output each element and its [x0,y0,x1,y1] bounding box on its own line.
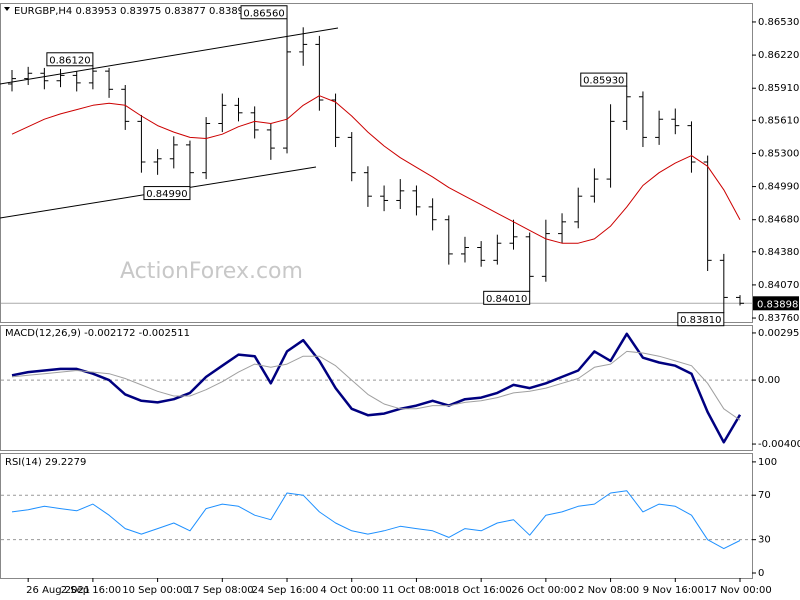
annotation-label: 0.83810 [680,315,721,326]
y-tick-label: 0.86530 [758,17,799,28]
series-line [11,332,742,444]
y-tick-label: 0.84380 [758,247,799,258]
annotation-label: 0.84990 [146,189,187,200]
x-tick-label: 10 Sep 00:00 [122,585,189,596]
price-title: EURGBP,H4 0.83953 0.83975 0.83877 0.8389… [14,6,250,17]
rsi-panel [0,453,753,579]
y-tick-label: 0.84070 [758,280,799,291]
x-tick-label: 17 Sep 08:00 [187,585,254,596]
trend-line [0,27,339,85]
y-tick-label: -0.004009 [758,439,800,450]
watermark: ActionForex.com [120,259,303,284]
title-arrow [4,7,10,11]
series-line [11,95,741,244]
annotation-label: 0.85930 [583,76,624,87]
x-tick-label: 26 Aug 2021 [26,585,90,596]
y-tick-label: 0.86220 [758,50,799,61]
annotation-box [240,5,288,20]
annotation-label: 0.84010 [486,294,527,305]
y-tick-label: 0.84680 [758,215,799,226]
y-tick-label: 100 [758,457,777,468]
price-panel [0,3,753,323]
annotation-box [143,186,191,201]
x-tick-label: 24 Sep 16:00 [252,585,319,596]
y-tick-label: 0 [758,568,764,579]
y-tick-label: 70 [758,490,771,501]
macd-title: MACD(12,26,9) -0.002172 -0.002511 [5,328,190,339]
x-tick-label: 2 Nov 08:00 [578,585,639,596]
x-tick-label: 2 Sep 16:00 [61,585,121,596]
annotation-box [580,72,628,87]
y-tick-label: 0.85610 [758,115,799,126]
series-line [11,490,741,550]
x-tick-label: 11 Oct 08:00 [382,585,447,596]
y-tick-label: 0.002955 [758,328,800,339]
annotation-box [46,52,94,67]
x-tick-label: 4 Oct 00:00 [320,585,379,596]
annotation-box [483,290,531,305]
y-tick-label: 0.00 [758,375,780,386]
annotation-box [677,312,725,327]
price-box [753,296,799,311]
y-tick-label: 0.83760 [758,313,799,324]
series-line [11,350,741,421]
annotation-label: 0.86560 [243,8,284,19]
price-box-label: 0.83898 [757,299,798,310]
macd-panel [0,325,753,451]
x-tick-label: 26 Oct 00:00 [511,585,576,596]
y-tick-label: 0.85300 [758,148,799,159]
y-tick-label: 30 [758,535,771,546]
rsi-title: RSI(14) 29.2279 [5,457,86,468]
y-tick-label: 0.84990 [758,182,799,193]
x-tick-label: 17 Nov 00:00 [704,585,771,596]
x-tick-label: 9 Nov 16:00 [643,585,704,596]
y-tick-label: 0.85910 [758,83,799,94]
x-tick-label: 18 Oct 16:00 [447,585,512,596]
annotation-label: 0.86120 [49,55,90,66]
